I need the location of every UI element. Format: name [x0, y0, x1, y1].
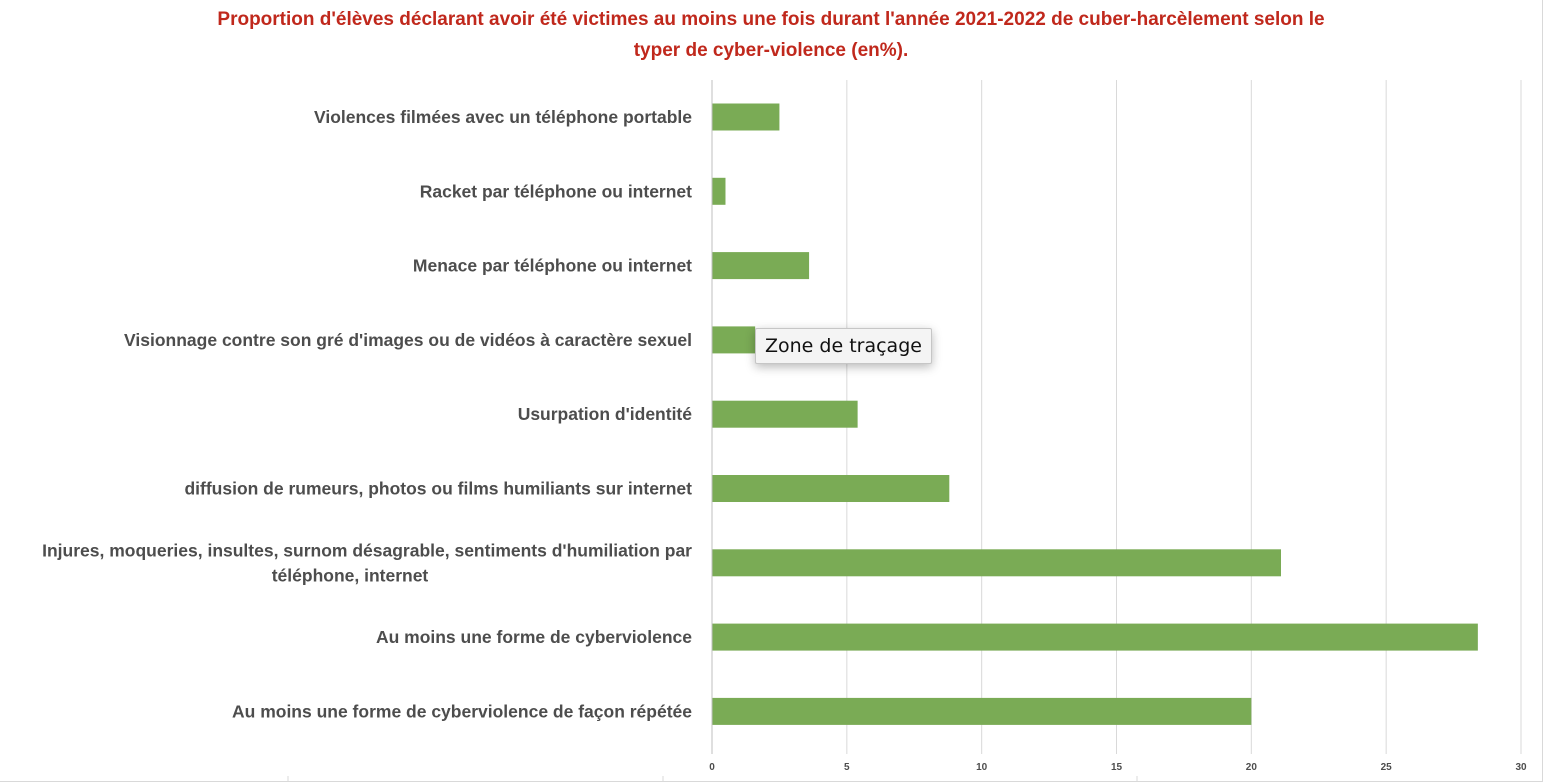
x-tick-label: 5	[844, 762, 850, 773]
category-label: Racket par téléphone ou internet	[420, 181, 692, 201]
chart-title-line-2: typer de cyber-violence (en%).	[633, 40, 909, 61]
bar	[712, 475, 950, 502]
bar	[712, 697, 1252, 725]
x-tick-label: 20	[1246, 762, 1258, 773]
bar	[712, 623, 1478, 651]
bar	[712, 549, 1281, 577]
chart-title-line-1: Proportion d'élèves déclarant avoir été …	[217, 9, 1325, 30]
x-tick-label: 30	[1515, 762, 1527, 773]
category-label: Au moins une forme de cyberviolence	[376, 627, 692, 647]
bar	[712, 103, 780, 131]
plot-area-tooltip: Zone de traçage	[755, 328, 932, 364]
x-tick-label: 0	[709, 762, 715, 773]
bar	[712, 326, 756, 354]
category-label: Usurpation d'identité	[518, 404, 693, 424]
bar	[712, 252, 810, 280]
bar	[712, 177, 726, 205]
category-label: diffusion de rumeurs, photos ou films hu…	[184, 479, 692, 499]
category-label: Visionnage contre son gré d'images ou de…	[124, 330, 692, 350]
x-tick-label: 15	[1111, 762, 1123, 773]
category-label: Violences filmées avec un téléphone port…	[314, 107, 692, 127]
x-tick-label: 10	[976, 762, 988, 773]
category-label: Injures, moqueries, insultes, surnom dés…	[42, 540, 692, 560]
bar	[712, 400, 858, 428]
category-label: Menace par téléphone ou internet	[413, 256, 692, 276]
x-tick-label: 25	[1381, 762, 1393, 773]
category-label: Au moins une forme de cyberviolence de f…	[232, 701, 692, 721]
category-label: téléphone, internet	[272, 565, 429, 585]
